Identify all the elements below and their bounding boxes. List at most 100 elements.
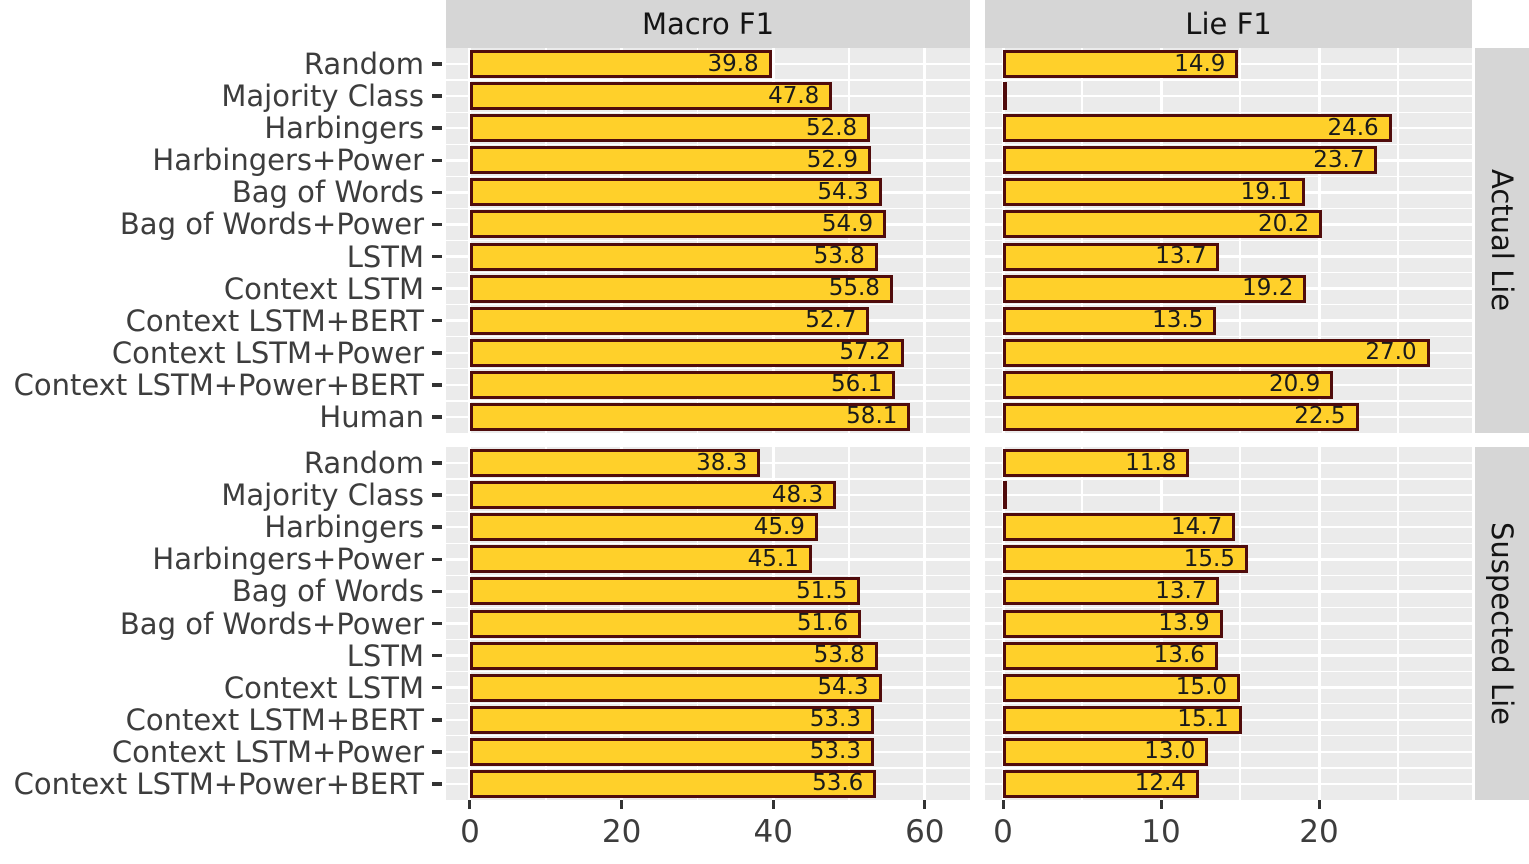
gridline-row-minor <box>446 175 970 177</box>
bar: 53.8 <box>469 242 878 271</box>
bar: 38.3 <box>469 449 761 478</box>
bar-value-label: 57.2 <box>839 339 891 366</box>
category-label: Random <box>303 47 424 82</box>
y-axis-tick <box>432 461 442 465</box>
bar-value-label: 52.7 <box>805 307 857 334</box>
bar-value-label: 38.3 <box>696 449 748 476</box>
y-axis-tick <box>432 718 442 722</box>
bar: 53.8 <box>469 641 878 670</box>
bar: 51.6 <box>469 609 862 638</box>
bar-value-label: 11.8 <box>1125 449 1177 476</box>
category-label: Bag of Words <box>231 175 424 210</box>
y-axis-tick <box>432 621 442 626</box>
bar-value-label: 58.1 <box>846 403 898 430</box>
category-row: Harbingers <box>0 111 446 145</box>
category-row: Context LSTM+BERT <box>0 304 446 338</box>
gridline-row-minor <box>446 767 970 769</box>
facet-strip-actual-lie: Actual Lie <box>1475 48 1529 433</box>
gridline-row-minor <box>985 207 1472 210</box>
gridline-row-minor <box>446 670 970 673</box>
bar: 27.0 <box>1003 338 1430 367</box>
category-row: LSTM <box>0 240 446 274</box>
category-row: Bag of Words <box>0 574 446 609</box>
gridline-row-minor <box>985 336 1472 338</box>
gridline-row-minor <box>446 207 970 210</box>
bar-value-label: 55.8 <box>828 275 880 302</box>
bar: 47.8 <box>469 82 833 111</box>
gridline-row-minor <box>446 703 970 705</box>
facet-strip-suspected-lie-label: Suspected Lie <box>1485 522 1519 725</box>
bar-value-label: 47.8 <box>768 82 820 109</box>
y-axis-tick <box>432 415 442 419</box>
category-row: Bag of Words <box>0 175 446 210</box>
gridline-row-major <box>985 94 1472 98</box>
category-row: Human <box>0 400 446 434</box>
bar: 13.6 <box>1003 641 1218 670</box>
bar-zero <box>1003 481 1008 510</box>
category-row: Context LSTM <box>0 671 446 705</box>
bar-value-label: 13.5 <box>1152 307 1204 334</box>
category-label: Bag of Words <box>231 574 424 609</box>
bar-value-label: 14.7 <box>1171 513 1223 540</box>
y-axis-tick <box>432 254 442 259</box>
bar-value-label: 54.3 <box>817 178 869 205</box>
facet-strip-lie-f1: Lie F1 <box>985 0 1472 48</box>
x-axis-tick <box>923 800 927 809</box>
bar: 14.9 <box>1003 50 1239 79</box>
gridline-row-minor <box>985 271 1472 274</box>
gridline-row-minor <box>985 304 1472 306</box>
bar: 57.2 <box>469 338 904 367</box>
gridline-row-minor <box>985 143 1472 145</box>
category-row: Harbingers <box>0 510 446 545</box>
bar-value-label: 24.6 <box>1327 114 1379 141</box>
category-label: Context LSTM+BERT <box>125 702 424 737</box>
y-axis-tick <box>432 222 442 227</box>
gridline-row-minor <box>446 638 970 641</box>
gridline-row-minor <box>446 574 970 576</box>
bar-value-label: 15.0 <box>1175 674 1228 701</box>
category-row: Context LSTM+Power <box>0 336 446 370</box>
bar: 53.6 <box>469 769 877 798</box>
bar: 45.9 <box>469 513 818 542</box>
bar-value-label: 51.5 <box>796 577 848 604</box>
category-row: Context LSTM+Power+BERT <box>0 368 446 402</box>
gridline-row-minor <box>446 304 970 306</box>
facet-strip-lie-f1-label: Lie F1 <box>1185 7 1272 41</box>
bar: 13.9 <box>1003 609 1223 638</box>
bar-value-label: 15.5 <box>1183 545 1235 572</box>
bar: 52.9 <box>469 146 871 175</box>
category-row: Random <box>0 446 446 480</box>
category-row: Bag of Words+Power <box>0 607 446 641</box>
bar-value-label: 53.3 <box>809 706 861 733</box>
x-axis-tick-label: 0 <box>460 814 480 850</box>
bar: 15.5 <box>1003 545 1248 574</box>
category-row: Random <box>0 47 446 82</box>
x-axis-tick <box>1159 800 1163 809</box>
bar-value-label: 27.0 <box>1365 339 1417 366</box>
facet-strip-macro-f1-label: Macro F1 <box>641 7 775 41</box>
bar: 23.7 <box>1003 146 1378 175</box>
bar-value-label: 51.6 <box>796 610 849 636</box>
bar: 15.0 <box>1003 673 1241 702</box>
x-axis-tick-label: 20 <box>601 814 642 850</box>
y-axis-tick <box>432 158 442 163</box>
bar: 56.1 <box>469 370 896 399</box>
panel-macro-f1-0: 39.8 47.8 52.8 52.9 54.3 54.9 53.8 55.8 52.7 57.2… <box>446 48 970 433</box>
category-label: Harbingers+Power <box>152 143 424 178</box>
category-label: Harbingers <box>264 510 424 545</box>
gridline-row-minor <box>446 606 970 609</box>
bar: 12.4 <box>1003 769 1199 798</box>
bar-value-label: 54.3 <box>817 674 869 701</box>
bar: 45.1 <box>469 545 812 574</box>
bar: 55.8 <box>469 274 893 303</box>
bar: 24.6 <box>1003 114 1392 143</box>
category-row: Majority Class <box>0 478 446 512</box>
bar: 58.1 <box>469 402 911 431</box>
gridline-row-minor <box>446 271 970 274</box>
gridline-row-major <box>985 622 1472 625</box>
y-axis-tick <box>432 62 442 66</box>
y-axis-tick <box>432 351 442 355</box>
bar-value-label: 23.7 <box>1313 146 1365 173</box>
y-axis-tick <box>432 94 442 98</box>
bar: 52.8 <box>469 114 871 143</box>
